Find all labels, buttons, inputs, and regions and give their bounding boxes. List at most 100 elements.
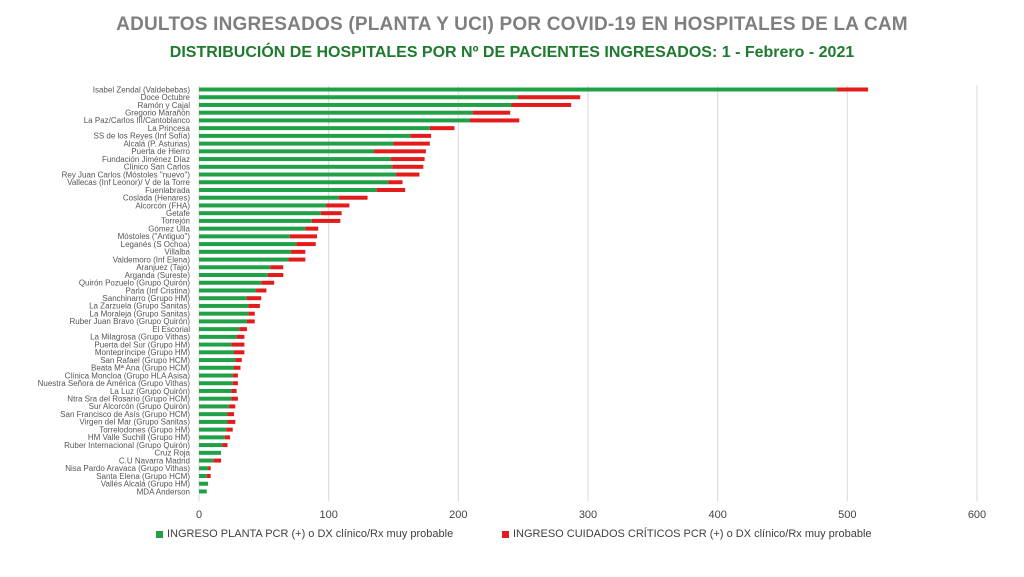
bar-uci <box>248 303 260 308</box>
category-label: Santa Elena (Grupo HCM) <box>96 472 190 481</box>
bar-uci <box>206 474 211 478</box>
bar-planta <box>199 365 235 370</box>
category-label: Gregorio Marañón <box>125 108 190 117</box>
category-label: Sur Alcorcón (Grupo Quirón) <box>89 402 191 411</box>
category-label: Móstoles ("Antiguo") <box>118 232 191 241</box>
x-tick-label: 300 <box>579 509 597 521</box>
category-label: Puerta del Sur (Grupo HM) <box>94 340 190 349</box>
category-label: La Luz (Grupo Quirón) <box>110 387 190 396</box>
bar-planta <box>199 87 837 92</box>
legend-item-uci: INGRESO CUIDADOS CRÍTICOS PCR (+) o DX c… <box>502 528 872 540</box>
bar-uci <box>222 443 228 448</box>
bar-uci <box>339 195 368 200</box>
bar-planta <box>199 164 393 169</box>
bar-planta <box>199 443 223 448</box>
bar-uci <box>232 373 238 378</box>
category-label: Torrelodones (Grupo HM) <box>99 425 190 434</box>
category-label: Ntra Sra del Rosario (Grupo HCM) <box>67 395 190 404</box>
category-label: Arganda (Sureste) <box>125 271 191 280</box>
bar-planta <box>199 133 411 138</box>
bar-planta <box>199 118 471 123</box>
x-tick-label: 0 <box>196 509 202 521</box>
bar-planta <box>199 203 327 208</box>
bar-uci <box>227 419 236 424</box>
bar-uci <box>410 133 432 138</box>
bar-planta <box>199 157 391 162</box>
bar-planta <box>199 187 377 192</box>
bar-uci <box>231 396 238 401</box>
bar-uci <box>320 211 342 216</box>
bar-uci <box>390 157 425 162</box>
bar-planta <box>199 172 397 177</box>
bar-uci <box>291 249 306 254</box>
bar-uci <box>289 234 317 239</box>
bar-uci <box>246 319 255 324</box>
bar-uci <box>288 257 306 262</box>
category-label: Ruber Juan Bravo (Grupo Quirón) <box>70 317 191 326</box>
bar-planta <box>199 458 214 463</box>
bar-planta <box>199 242 297 247</box>
bar-uci <box>305 226 319 231</box>
bar-uci <box>231 342 245 347</box>
bar-planta <box>199 489 207 494</box>
x-tick-label: 100 <box>319 509 337 521</box>
chart-subtitle: DISTRIBUCIÓN DE HOSPITALES POR Nº DE PAC… <box>169 44 855 61</box>
bar-planta <box>199 327 240 332</box>
bar-uci <box>393 141 430 146</box>
category-label: Isabel Zendal (Valdebebas) <box>93 85 191 94</box>
category-label: La Paz/Carlos III/Cantoblanco <box>84 116 191 125</box>
category-label: Alcalá (P. Asturias) <box>123 139 190 148</box>
bar-uci <box>511 102 572 107</box>
bar-uci <box>234 350 245 355</box>
category-label: Vallés Alcalá (Grupo HM) <box>101 480 191 489</box>
grid-lines <box>198 85 978 502</box>
bar-planta <box>199 435 225 440</box>
bar-uci <box>311 218 341 223</box>
category-label: SS de los Reyes (Inf Sofía) <box>94 132 191 141</box>
category-label: Getafe <box>166 209 191 218</box>
bar-planta <box>199 342 232 347</box>
category-label: Doce Octubre <box>141 93 191 102</box>
x-tick-labels: 0 100 200 300 400 500 600 <box>196 509 986 521</box>
category-label: Valdemoro (Inf Elena) <box>113 255 191 264</box>
bar-planta <box>199 126 430 131</box>
bar-planta <box>199 412 228 417</box>
category-label: HM Valle Suchill (Grupo HM) <box>88 433 190 442</box>
chart-title: ADULTOS INGRESADOS (PLANTA Y UCI) POR CO… <box>116 14 908 35</box>
category-label: Ruber Internacional (Grupo Quirón) <box>64 441 190 450</box>
category-label: La Moraleja (Grupo Sanitas) <box>90 309 191 318</box>
bar-planta <box>199 226 306 231</box>
bar-uci <box>326 203 350 208</box>
legend-swatch-uci <box>502 530 509 538</box>
bar-uci <box>374 149 426 154</box>
bar-planta <box>199 404 229 409</box>
bar-planta <box>199 319 247 324</box>
category-label: Coslada (Henares) <box>123 194 190 203</box>
bar-planta <box>199 180 389 185</box>
bar-planta <box>199 296 247 301</box>
bar-planta <box>199 474 207 478</box>
x-tick-label: 600 <box>968 509 986 521</box>
bar-uci <box>224 435 231 440</box>
bar-uci <box>234 365 241 370</box>
bar-planta <box>199 396 232 401</box>
category-label: Villalba <box>164 248 190 257</box>
bar-planta <box>199 218 312 223</box>
category-label: Torrejón <box>161 217 190 226</box>
category-label: La Princesa <box>148 124 191 133</box>
category-label: La Zarzuela (Grupo Sanitas) <box>89 302 190 311</box>
bar-planta <box>199 450 222 455</box>
category-label: Clínico San Carlos <box>124 163 190 172</box>
bar-uci <box>270 265 284 270</box>
bar-planta <box>199 257 289 262</box>
category-label: Nuestra Señora de América (Grupo Vithas) <box>38 379 191 388</box>
x-tick-label: 500 <box>838 509 856 521</box>
category-label: El Escorial <box>152 325 190 334</box>
bar-uci <box>472 110 511 115</box>
bar-uci <box>246 296 262 301</box>
bar-uci <box>248 311 255 316</box>
bar-uci <box>267 273 284 278</box>
category-label: San Francisco de Asís (Grupo HCM) <box>60 410 190 419</box>
bar-planta <box>199 195 340 200</box>
bar-planta <box>199 280 262 285</box>
